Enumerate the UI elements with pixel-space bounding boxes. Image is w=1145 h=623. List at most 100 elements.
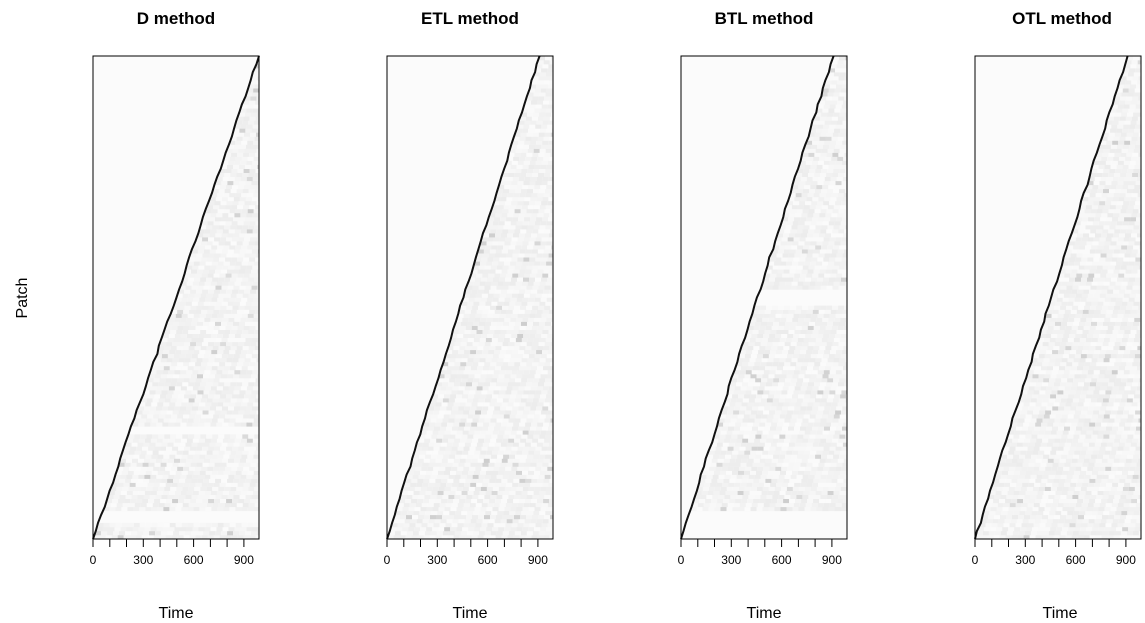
heat-cell	[416, 518, 423, 524]
heat-cell	[696, 506, 703, 512]
heat-cell	[236, 398, 243, 403]
heat-cell	[837, 156, 844, 161]
heat-cell	[827, 281, 834, 286]
heat-cell	[239, 269, 245, 274]
heat-cell	[548, 462, 553, 467]
heat-cell	[800, 482, 807, 487]
heat-cell	[217, 313, 224, 318]
heat-cell	[456, 353, 463, 359]
x-tick-label: 900	[528, 553, 548, 567]
heat-cell	[257, 442, 259, 447]
heat-cell	[414, 526, 421, 532]
heat-cell	[828, 470, 834, 475]
heat-cell	[530, 253, 537, 258]
heat-cell	[199, 506, 206, 512]
heat-cell	[513, 156, 520, 161]
heat-cell	[128, 486, 135, 491]
heat-cell	[751, 502, 758, 508]
heat-cell	[527, 168, 534, 173]
heat-cell	[464, 462, 471, 467]
heat-cell	[227, 390, 234, 395]
heat-cell	[113, 531, 120, 536]
heat-cell	[503, 225, 510, 230]
heat-cell	[836, 406, 843, 411]
heat-cell	[465, 365, 471, 371]
heat-cell	[208, 357, 215, 363]
heat-cell	[532, 285, 539, 290]
heat-cell	[144, 458, 150, 463]
heat-cell	[236, 345, 243, 351]
heat-cell	[514, 514, 520, 520]
heat-cell	[482, 329, 489, 334]
heat-cell	[845, 225, 847, 230]
heat-cell	[199, 297, 206, 302]
heat-cell	[524, 462, 531, 467]
heat-cell	[494, 442, 501, 447]
heat-cell	[515, 301, 522, 306]
heat-cell	[792, 450, 799, 455]
heat-cell	[528, 394, 535, 399]
heat-cell	[175, 470, 182, 475]
heat-cell	[513, 289, 520, 294]
heat-cell	[810, 506, 817, 512]
heat-cell	[171, 325, 178, 330]
heat-cell	[174, 406, 180, 411]
heat-cell	[824, 442, 831, 447]
heat-cell	[838, 474, 845, 479]
heat-cell	[797, 321, 803, 326]
heat-cell	[820, 361, 827, 367]
heat-cell	[512, 462, 519, 467]
heat-cell	[228, 333, 235, 338]
heat-cell	[519, 249, 526, 254]
heat-cell	[216, 265, 223, 270]
heat-cell	[817, 313, 824, 318]
heat-cell	[719, 434, 726, 439]
heat-cell	[255, 325, 259, 330]
heat-cell	[838, 361, 845, 367]
heat-cell	[507, 156, 514, 161]
heat-cell	[772, 361, 779, 367]
heat-cell	[132, 474, 139, 479]
heat-cell	[249, 535, 256, 540]
heat-cell	[839, 281, 846, 286]
heat-cell	[499, 446, 506, 451]
heat-cell	[132, 438, 139, 443]
heat-cell	[237, 168, 244, 173]
heat-cell	[540, 297, 547, 302]
heat-cell	[236, 434, 243, 439]
heat-cell	[201, 535, 208, 540]
heat-cell	[446, 349, 453, 355]
heat-cell	[498, 221, 505, 226]
heat-cell	[234, 229, 241, 234]
heat-cell	[503, 168, 510, 173]
heat-cell	[802, 341, 809, 347]
heat-cell	[204, 526, 211, 532]
heat-cell	[733, 466, 740, 471]
heat-cell	[836, 386, 843, 391]
heat-cell	[764, 273, 771, 278]
heat-cell	[233, 269, 239, 274]
heat-cell	[522, 317, 529, 322]
heat-cell	[222, 265, 229, 270]
heat-cell	[499, 200, 506, 206]
heat-cell	[243, 361, 250, 367]
heat-cell	[507, 402, 514, 407]
heat-cell	[196, 341, 203, 347]
heat-cell	[229, 261, 236, 266]
heat-cell	[832, 172, 839, 177]
heat-cell	[756, 430, 763, 435]
heat-cell	[173, 531, 180, 536]
heat-cell	[807, 233, 813, 238]
heat-cell	[503, 245, 510, 250]
heat-cell	[834, 450, 841, 455]
heat-cell	[485, 301, 492, 306]
heat-cell	[472, 418, 479, 423]
heat-cell	[839, 357, 846, 363]
heat-cell	[196, 410, 203, 415]
heat-cell	[432, 394, 439, 399]
heat-cell	[409, 466, 416, 471]
heat-cell	[208, 394, 215, 399]
heat-cell	[514, 132, 521, 137]
heat-cell	[490, 398, 497, 403]
heat-cell	[253, 261, 259, 266]
